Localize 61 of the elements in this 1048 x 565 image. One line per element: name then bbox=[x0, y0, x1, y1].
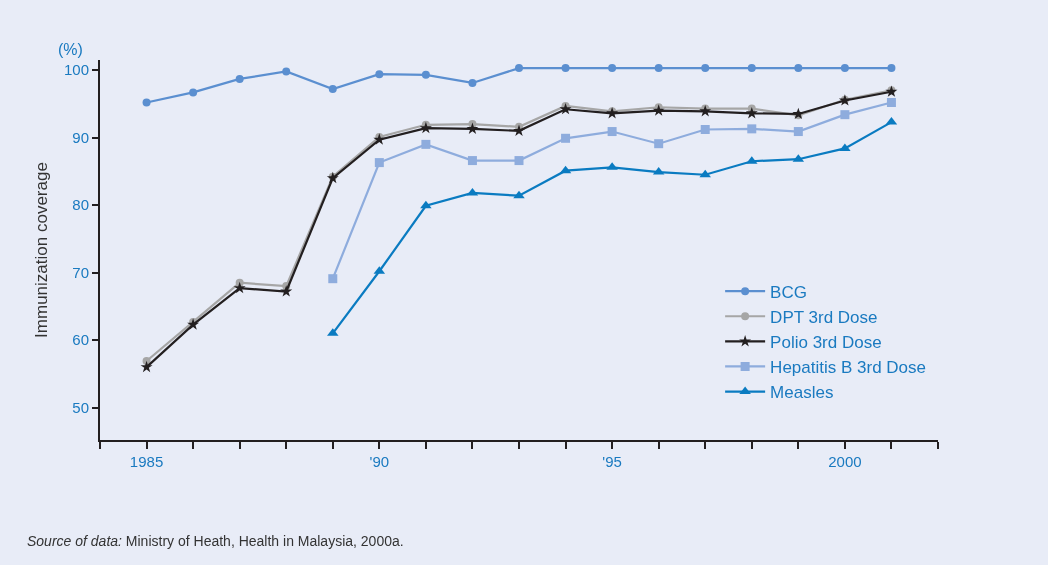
point bbox=[467, 156, 477, 166]
point bbox=[700, 125, 710, 135]
point bbox=[513, 124, 525, 136]
point bbox=[654, 64, 663, 73]
y-tick-label: 50 bbox=[72, 398, 89, 416]
point bbox=[468, 78, 477, 87]
point bbox=[515, 64, 523, 73]
x-tick-label: 2000 bbox=[828, 453, 862, 470]
point bbox=[652, 104, 665, 116]
y-tick-label: 60 bbox=[72, 331, 89, 349]
y-axis-title: Immunization coverage bbox=[32, 162, 52, 338]
point bbox=[233, 281, 246, 294]
x-tick-label: '95 bbox=[602, 453, 622, 470]
y-tick-label: 80 bbox=[72, 196, 89, 214]
point bbox=[699, 169, 711, 178]
x-tick-label: 1985 bbox=[129, 453, 164, 470]
legend-label: Hepatitis B 3rd Dose bbox=[770, 358, 927, 378]
point bbox=[282, 67, 291, 76]
point bbox=[747, 124, 757, 134]
point bbox=[794, 64, 803, 73]
point bbox=[699, 105, 712, 117]
point bbox=[608, 64, 617, 73]
legend-label: BCG bbox=[770, 282, 807, 302]
y-tick-label: 90 bbox=[72, 128, 89, 146]
point bbox=[745, 107, 758, 119]
point bbox=[421, 70, 430, 79]
x-tick-label: '90 bbox=[369, 453, 390, 470]
point bbox=[466, 122, 479, 134]
point bbox=[607, 127, 617, 137]
point bbox=[793, 127, 803, 137]
point bbox=[373, 133, 386, 145]
point bbox=[561, 133, 571, 143]
text: (%) bbox=[58, 41, 83, 58]
legend-label: Polio 3rd Dose bbox=[770, 332, 882, 352]
point bbox=[374, 158, 384, 168]
point bbox=[328, 85, 337, 94]
point bbox=[328, 274, 338, 284]
legend-label: Measles bbox=[770, 383, 834, 403]
y-tick-label: 100 bbox=[63, 61, 89, 79]
point bbox=[561, 64, 570, 73]
point bbox=[514, 156, 524, 166]
legend-label: DPT 3rd Dose bbox=[770, 307, 878, 327]
point bbox=[701, 64, 710, 73]
point bbox=[375, 70, 384, 79]
point bbox=[421, 139, 431, 149]
point bbox=[420, 200, 432, 209]
point bbox=[886, 98, 896, 108]
y-tick-label: 70 bbox=[72, 263, 89, 281]
point bbox=[654, 139, 664, 149]
point bbox=[747, 64, 756, 73]
point bbox=[840, 110, 850, 120]
point bbox=[419, 121, 432, 134]
point bbox=[559, 102, 572, 115]
point bbox=[140, 360, 153, 373]
point bbox=[840, 64, 849, 73]
point bbox=[189, 88, 198, 97]
point bbox=[513, 190, 525, 199]
source-note: Source of data: Ministry of Heath, Health in Malaysia, 2000a. bbox=[27, 533, 404, 549]
point bbox=[142, 98, 151, 107]
point bbox=[235, 74, 244, 83]
point bbox=[887, 64, 896, 73]
